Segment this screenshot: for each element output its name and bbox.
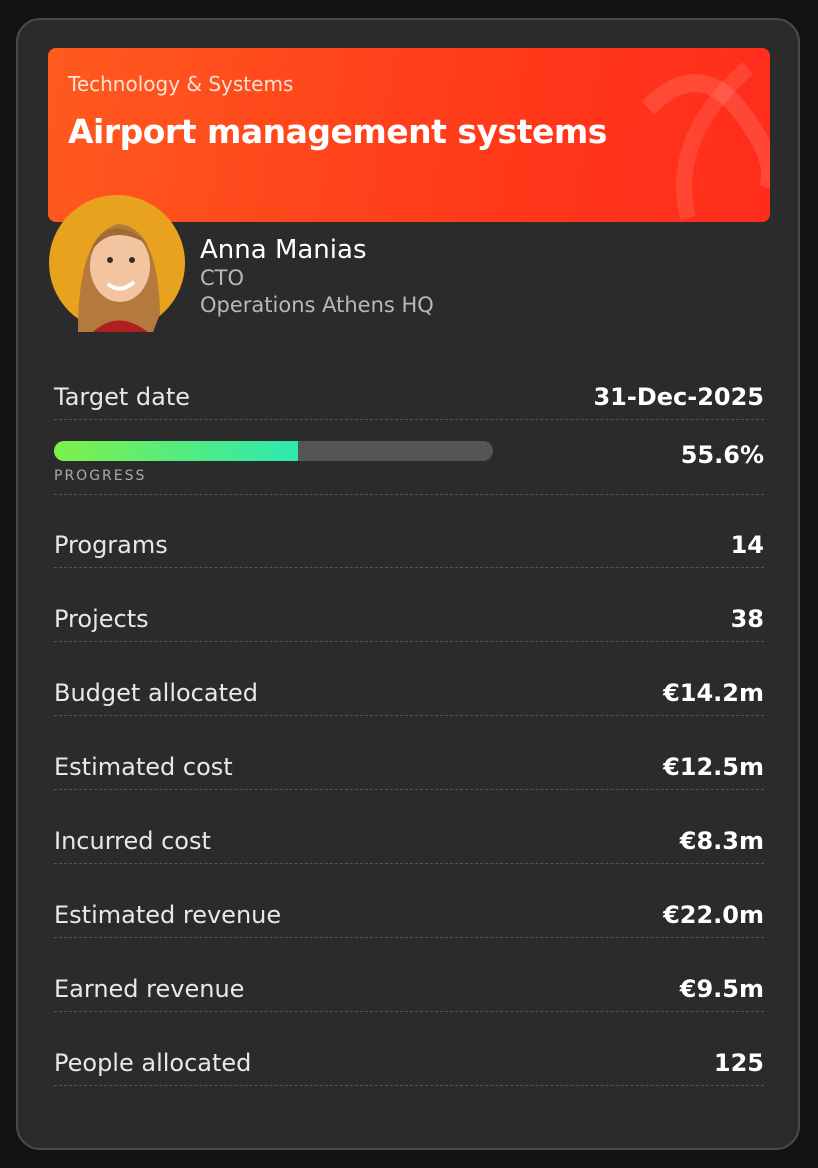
category: Technology & Systems bbox=[68, 72, 294, 96]
person-location: Operations Athens HQ bbox=[200, 293, 434, 317]
divider bbox=[54, 937, 764, 938]
row-value: 14 bbox=[730, 531, 764, 559]
row-label: Programs bbox=[54, 531, 168, 559]
title: Airport management systems bbox=[68, 112, 607, 151]
header-banner: Technology & Systems Airport management … bbox=[48, 48, 770, 222]
divider bbox=[54, 567, 764, 568]
divider bbox=[54, 1085, 764, 1086]
row-label: Target date bbox=[54, 383, 190, 411]
row-value: €22.0m bbox=[663, 901, 764, 929]
row-label: Incurred cost bbox=[54, 827, 211, 855]
row-label: Projects bbox=[54, 605, 149, 633]
divider bbox=[54, 789, 764, 790]
row-label: Estimated revenue bbox=[54, 901, 282, 929]
row-value: 31-Dec-2025 bbox=[593, 383, 764, 411]
row-label: People allocated bbox=[54, 1049, 252, 1077]
divider bbox=[54, 419, 764, 420]
progress-fill bbox=[54, 441, 299, 461]
row-value: €9.5m bbox=[679, 975, 764, 1003]
row-label: Budget allocated bbox=[54, 679, 258, 707]
divider bbox=[54, 1011, 764, 1012]
row-value: €14.2m bbox=[663, 679, 764, 707]
row-label: Estimated cost bbox=[54, 753, 233, 781]
row-value: 125 bbox=[713, 1049, 764, 1077]
divider bbox=[54, 863, 764, 864]
person-name: Anna Manias bbox=[200, 235, 367, 265]
progress-value: 55.6% bbox=[680, 441, 764, 469]
divider bbox=[54, 494, 764, 495]
row-label: Earned revenue bbox=[54, 975, 245, 1003]
row-value: €8.3m bbox=[679, 827, 764, 855]
progress-label: PROGRESS bbox=[54, 468, 147, 484]
divider bbox=[54, 641, 764, 642]
progress-track bbox=[54, 441, 493, 461]
avatar bbox=[49, 195, 185, 332]
person-role: CTO bbox=[200, 266, 245, 290]
row-value: 38 bbox=[730, 605, 764, 633]
header-decoration bbox=[641, 61, 770, 220]
divider bbox=[54, 715, 764, 716]
row-value: €12.5m bbox=[663, 753, 764, 781]
